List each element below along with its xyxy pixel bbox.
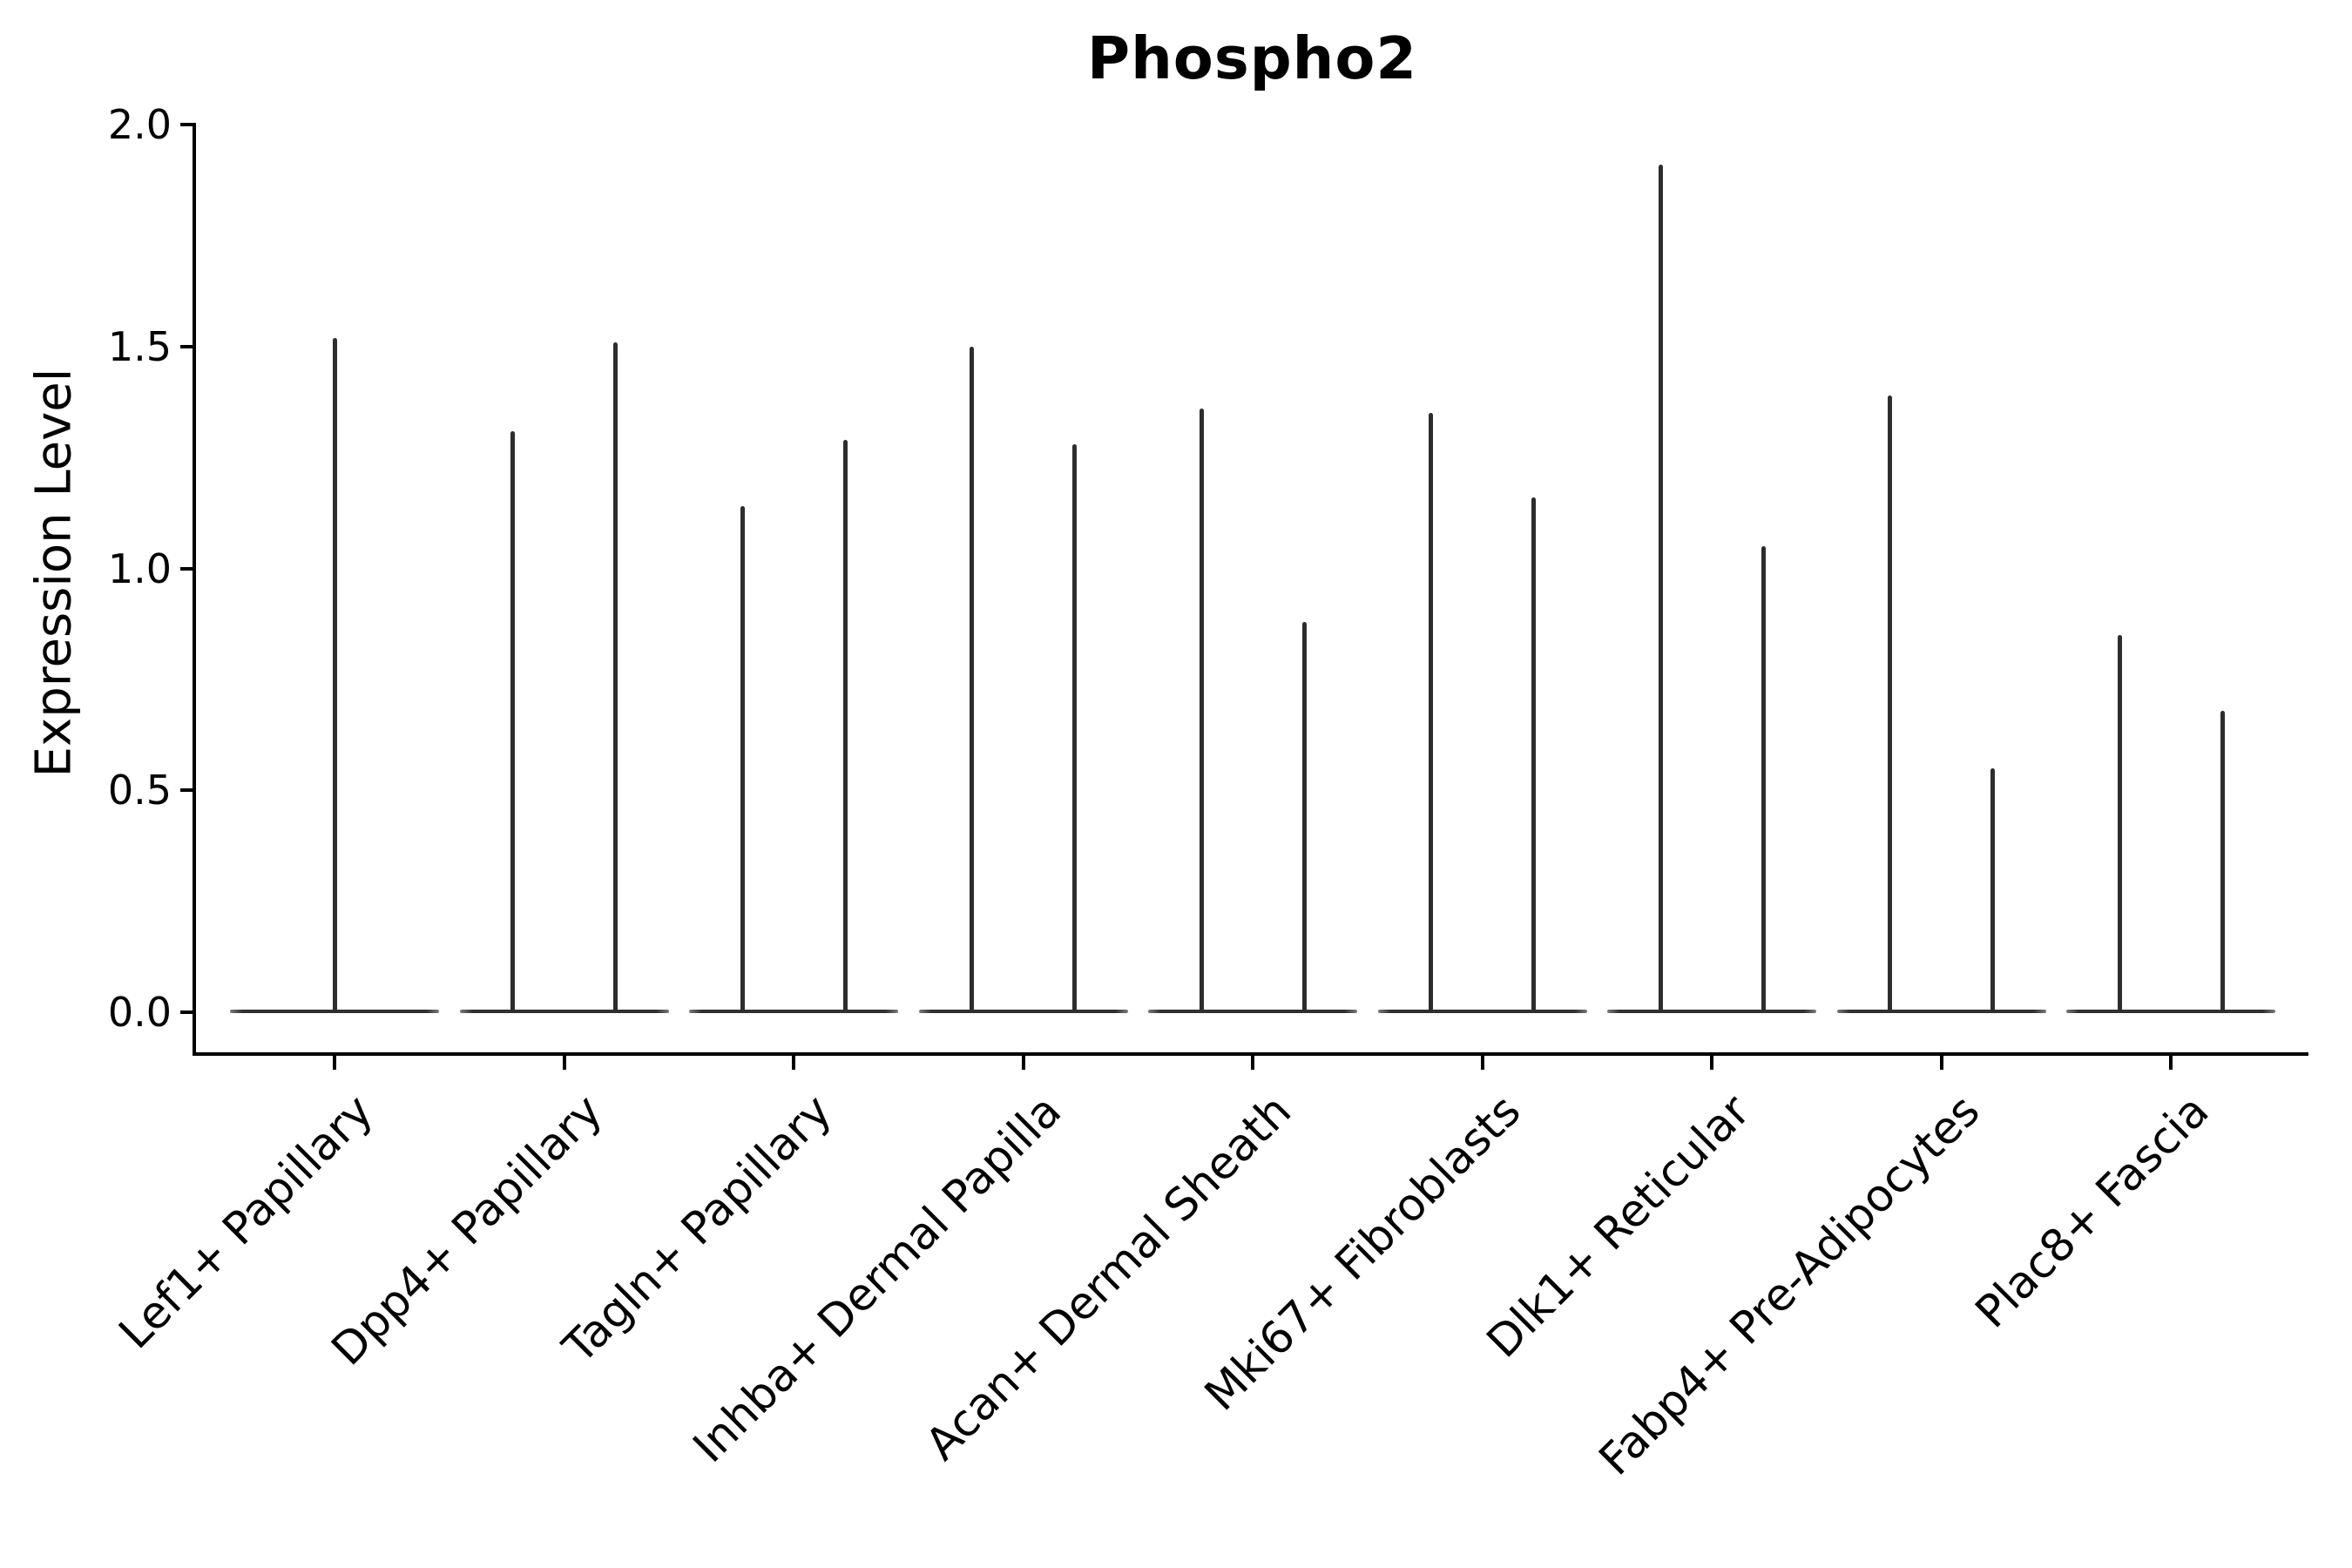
violin — [2117, 634, 2122, 1012]
violin-baseline — [689, 1009, 898, 1013]
violin — [740, 506, 745, 1012]
y-tick-mark — [180, 123, 194, 126]
violin-baseline — [1836, 1009, 2046, 1013]
violin-baseline — [1607, 1009, 1816, 1013]
x-tick-mark — [1939, 1056, 1943, 1070]
y-tick-label: 0.0 — [107, 989, 172, 1036]
x-tick-label: Plac8+ Fascia — [1966, 1085, 2220, 1339]
violin-baseline — [459, 1009, 669, 1013]
violin — [1429, 413, 1433, 1012]
y-tick-label: 1.0 — [107, 544, 172, 592]
y-axis-spine — [193, 123, 196, 1056]
y-tick-mark — [180, 1010, 194, 1014]
violin — [1531, 497, 1536, 1012]
violin-baseline — [1377, 1009, 1587, 1013]
y-tick-mark — [180, 566, 194, 571]
x-tick-label: Acan+ Dermal Sheath — [916, 1085, 1301, 1471]
violin — [1990, 767, 1995, 1012]
violin — [1658, 164, 1663, 1012]
x-tick-label: Inhba+ Dermal Papilla — [684, 1085, 1072, 1473]
x-tick-mark — [2169, 1056, 2173, 1070]
x-tick-mark — [1710, 1056, 1713, 1070]
x-tick-mark — [562, 1056, 566, 1070]
violin — [1301, 621, 1307, 1012]
x-tick-mark — [792, 1056, 795, 1070]
violin — [332, 337, 337, 1012]
x-axis-spine — [193, 1052, 2308, 1056]
x-tick-mark — [333, 1056, 336, 1070]
y-tick-mark — [180, 788, 194, 793]
x-tick-label: Fabp4+ Pre-Adipocytes — [1589, 1085, 1990, 1486]
violin — [1888, 395, 1892, 1012]
violin — [510, 430, 515, 1012]
violin — [970, 346, 974, 1012]
violin — [2220, 710, 2225, 1012]
violin-baseline — [1148, 1009, 1357, 1013]
violin — [1199, 409, 1204, 1012]
x-tick-mark — [1021, 1056, 1025, 1070]
x-tick-mark — [1251, 1056, 1254, 1070]
violin — [613, 341, 618, 1012]
violin — [1761, 546, 1766, 1012]
violin-baseline — [918, 1009, 1128, 1013]
chart-title: Phospho2 — [1086, 24, 1418, 92]
violin-baseline — [2066, 1009, 2275, 1013]
y-tick-label: 2.0 — [107, 101, 172, 148]
violin — [842, 439, 848, 1012]
y-tick-mark — [180, 344, 194, 348]
x-tick-mark — [1480, 1056, 1484, 1070]
y-tick-label: 1.5 — [107, 322, 172, 370]
violin — [1072, 443, 1077, 1012]
y-tick-label: 0.5 — [107, 767, 172, 814]
